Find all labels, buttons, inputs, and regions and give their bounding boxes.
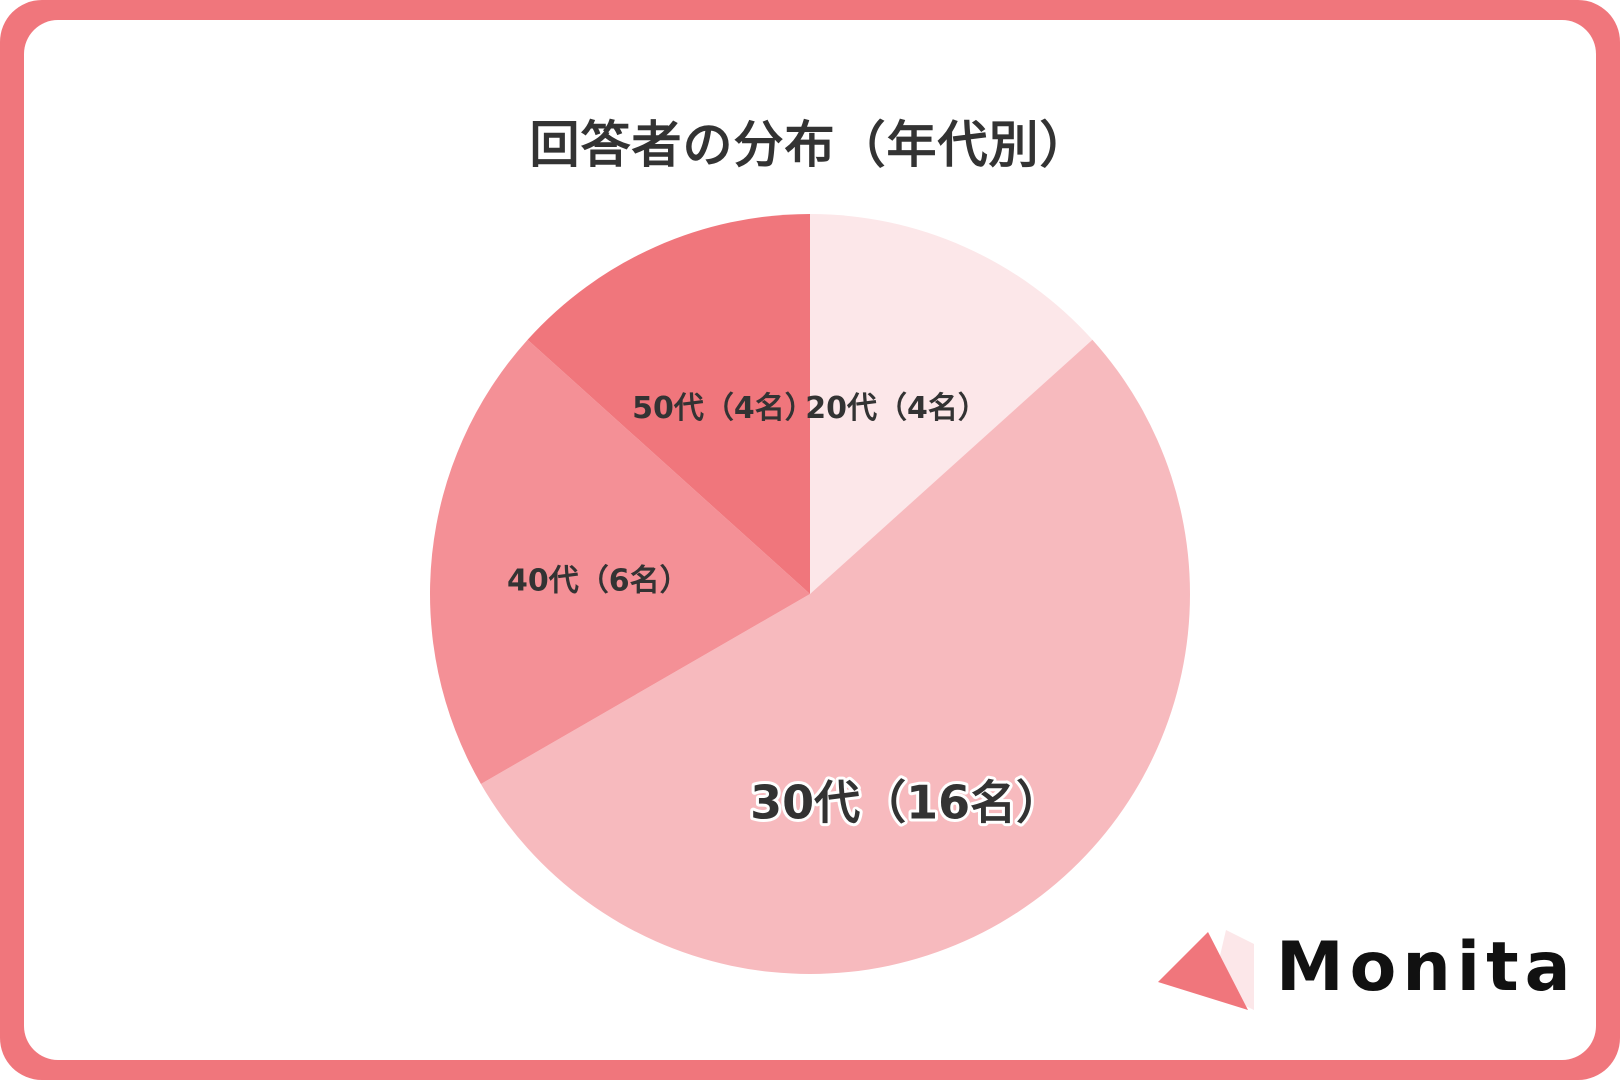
brand-logo-text: Monita: [1276, 928, 1577, 1007]
pie-slice-1: [480, 339, 1190, 974]
pie-slice-label-2: 40代（6名）: [507, 563, 690, 598]
brand-logo: Monita: [1158, 928, 1571, 1010]
chart-title: 回答者の分布（年代別）: [529, 116, 1091, 174]
pie-slice-label-1: 30代（16名）: [750, 775, 1062, 829]
pie-slice-0: [810, 214, 1093, 594]
pie-slice-label-3: 50代（4名）: [632, 391, 815, 426]
pie-slice-2: [430, 339, 810, 784]
pie-slice-label-0: 20代（4名）: [805, 391, 988, 426]
pie-slice-3: [527, 214, 810, 594]
triangle-logo-icon: [1158, 930, 1254, 1010]
